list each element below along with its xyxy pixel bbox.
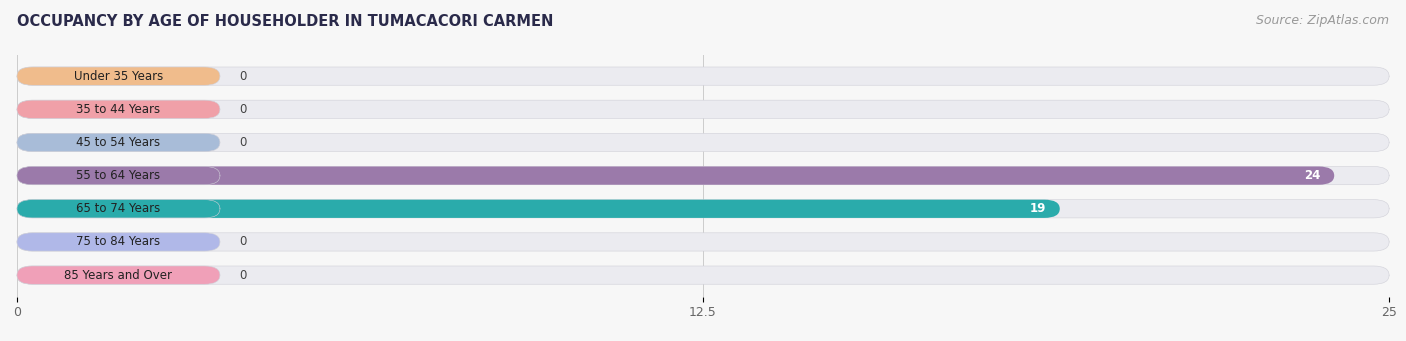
- FancyBboxPatch shape: [17, 100, 1389, 118]
- FancyBboxPatch shape: [17, 67, 219, 85]
- Text: 45 to 54 Years: 45 to 54 Years: [76, 136, 160, 149]
- FancyBboxPatch shape: [17, 200, 1060, 218]
- FancyBboxPatch shape: [17, 233, 1389, 251]
- FancyBboxPatch shape: [17, 100, 219, 118]
- Text: 35 to 44 Years: 35 to 44 Years: [76, 103, 160, 116]
- FancyBboxPatch shape: [17, 200, 1389, 218]
- FancyBboxPatch shape: [17, 133, 219, 151]
- FancyBboxPatch shape: [17, 166, 1389, 185]
- FancyBboxPatch shape: [17, 166, 1334, 185]
- Text: 65 to 74 Years: 65 to 74 Years: [76, 202, 160, 215]
- Text: Under 35 Years: Under 35 Years: [73, 70, 163, 83]
- Text: 85 Years and Over: 85 Years and Over: [65, 269, 173, 282]
- FancyBboxPatch shape: [17, 266, 1389, 284]
- Text: 0: 0: [239, 235, 246, 249]
- Text: 0: 0: [239, 136, 246, 149]
- Text: 0: 0: [239, 70, 246, 83]
- FancyBboxPatch shape: [17, 266, 219, 284]
- Text: 75 to 84 Years: 75 to 84 Years: [76, 235, 160, 249]
- FancyBboxPatch shape: [17, 67, 1389, 85]
- Text: 19: 19: [1029, 202, 1046, 215]
- Text: Source: ZipAtlas.com: Source: ZipAtlas.com: [1256, 14, 1389, 27]
- Text: 55 to 64 Years: 55 to 64 Years: [76, 169, 160, 182]
- Text: OCCUPANCY BY AGE OF HOUSEHOLDER IN TUMACACORI CARMEN: OCCUPANCY BY AGE OF HOUSEHOLDER IN TUMAC…: [17, 14, 553, 29]
- FancyBboxPatch shape: [17, 200, 219, 218]
- FancyBboxPatch shape: [17, 133, 1389, 151]
- Text: 0: 0: [239, 269, 246, 282]
- Text: 0: 0: [239, 103, 246, 116]
- Text: 24: 24: [1305, 169, 1320, 182]
- FancyBboxPatch shape: [17, 233, 219, 251]
- FancyBboxPatch shape: [17, 166, 219, 185]
